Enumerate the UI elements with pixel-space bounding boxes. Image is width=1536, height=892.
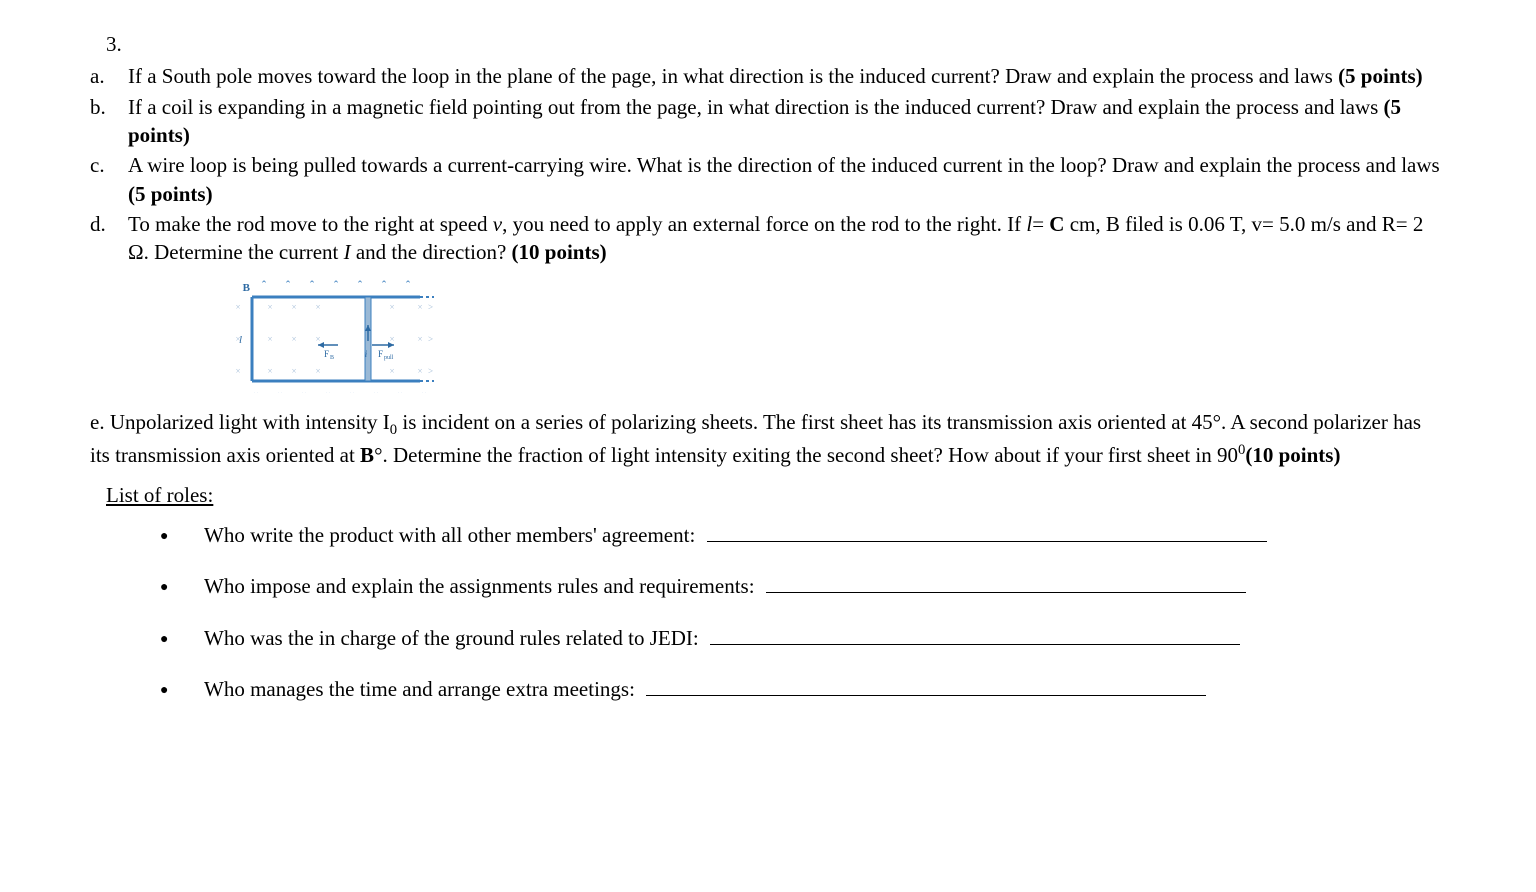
svg-text:×: × <box>389 334 394 344</box>
svg-text:⌃: ⌃ <box>404 279 412 289</box>
item-d-points: (10 points) <box>512 240 607 264</box>
roles-header-text: List of roles: <box>106 483 213 507</box>
svg-text:⌄: ⌄ <box>252 387 260 393</box>
item-b-body: If a coil is expanding in a magnetic fie… <box>128 93 1446 150</box>
role-item-0: ● Who write the product with all other m… <box>160 520 1446 549</box>
svg-text:pull: pull <box>384 355 394 361</box>
question-number: 3. <box>106 30 1446 58</box>
svg-text:⌄: ⌄ <box>324 387 332 393</box>
svg-text:×: × <box>235 302 240 312</box>
rod-rails-diagram: ⌃⌃⌃⌃⌃⌃⌃⌄⌄⌄⌄⌄⌄⌄⌄××××××××××××××××××>>>BlFB… <box>220 273 440 393</box>
svg-text:⌃: ⌃ <box>308 279 316 289</box>
blank-1 <box>766 571 1246 593</box>
role-text-2: Who was the in charge of the ground rule… <box>204 623 1240 652</box>
blank-3 <box>646 674 1206 696</box>
item-e-deg: °. Determine the fraction of light inten… <box>374 443 1238 467</box>
item-d-pre: To make the rod move to the right at spe… <box>128 212 493 236</box>
item-b: b. If a coil is expanding in a magnetic … <box>90 93 1446 150</box>
svg-text:×: × <box>315 334 320 344</box>
item-c-text: A wire loop is being pulled towards a cu… <box>128 153 1440 177</box>
item-c-body: A wire loop is being pulled towards a cu… <box>128 151 1446 208</box>
svg-text:B: B <box>330 355 334 361</box>
role-item-2: ● Who was the in charge of the ground ru… <box>160 623 1446 652</box>
svg-text:F: F <box>378 349 383 359</box>
item-a-letter: a. <box>90 62 128 90</box>
svg-text:×: × <box>389 302 394 312</box>
item-c-letter: c. <box>90 151 128 208</box>
item-d-posti: and the direction? <box>351 240 512 264</box>
svg-text:F: F <box>324 349 329 359</box>
item-e-points: (10 points) <box>1245 443 1340 467</box>
item-d-letter: d. <box>90 210 128 267</box>
item-d-eq: = <box>1032 212 1049 236</box>
svg-text:⌄: ⌄ <box>300 387 308 393</box>
svg-text:×: × <box>235 366 240 376</box>
item-a: a. If a South pole moves toward the loop… <box>90 62 1446 90</box>
item-e-B: B <box>360 443 374 467</box>
item-c: c. A wire loop is being pulled towards a… <box>90 151 1446 208</box>
svg-text:×: × <box>267 334 272 344</box>
svg-text:×: × <box>291 366 296 376</box>
roles-list: ● Who write the product with all other m… <box>160 520 1446 703</box>
svg-text:×: × <box>267 366 272 376</box>
svg-text:×: × <box>315 366 320 376</box>
bullet-icon: ● <box>160 528 204 547</box>
svg-text:×: × <box>291 334 296 344</box>
role-item-1: ● Who impose and explain the assignments… <box>160 571 1446 600</box>
role-text-1: Who impose and explain the assignments r… <box>204 571 1246 600</box>
svg-text:⌃: ⌃ <box>260 279 268 289</box>
item-b-letter: b. <box>90 93 128 150</box>
svg-text:⌄: ⌄ <box>420 387 428 393</box>
diagram-d: ⌃⌃⌃⌃⌃⌃⌃⌄⌄⌄⌄⌄⌄⌄⌄××××××××××××××××××>>>BlFB… <box>220 273 1446 400</box>
blank-0 <box>707 520 1267 542</box>
item-a-points: (5 points) <box>1338 64 1423 88</box>
page-content: 3. a. If a South pole moves toward the l… <box>0 0 1536 765</box>
role-label-1: Who impose and explain the assignments r… <box>204 574 760 598</box>
role-text-0: Who write the product with all other mem… <box>204 520 1267 549</box>
role-item-3: ● Who manages the time and arrange extra… <box>160 674 1446 703</box>
svg-text:⌃: ⌃ <box>356 279 364 289</box>
bullet-icon: ● <box>160 579 204 598</box>
item-c-points: (5 points) <box>128 182 213 206</box>
item-d-c: C <box>1049 212 1064 236</box>
svg-text:>: > <box>428 334 433 344</box>
svg-text:×: × <box>389 366 394 376</box>
svg-text:×: × <box>267 302 272 312</box>
item-d-body: To make the rod move to the right at spe… <box>128 210 1446 267</box>
item-d-mid1: , you need to apply an external force on… <box>502 212 1026 236</box>
item-a-text: If a South pole moves toward the loop in… <box>128 64 1338 88</box>
svg-text:l: l <box>239 334 242 346</box>
role-label-3: Who manages the time and arrange extra m… <box>204 677 640 701</box>
item-b-text: If a coil is expanding in a magnetic fie… <box>128 95 1384 119</box>
role-label-2: Who was the in charge of the ground rule… <box>204 626 704 650</box>
role-text-3: Who manages the time and arrange extra m… <box>204 674 1206 703</box>
svg-text:⌄: ⌄ <box>276 387 284 393</box>
role-label-0: Who write the product with all other mem… <box>204 523 701 547</box>
svg-text:⌄: ⌄ <box>348 387 356 393</box>
svg-text:×: × <box>291 302 296 312</box>
svg-text:⌃: ⌃ <box>332 279 340 289</box>
bullet-icon: ● <box>160 682 204 701</box>
svg-text:×: × <box>417 302 422 312</box>
blank-2 <box>710 623 1240 645</box>
item-d: d. To make the rod move to the right at … <box>90 210 1446 267</box>
svg-text:⌃: ⌃ <box>380 279 388 289</box>
svg-text:×: × <box>315 302 320 312</box>
svg-text:⌄: ⌄ <box>372 387 380 393</box>
item-e: e. Unpolarized light with intensity I0 i… <box>90 408 1446 469</box>
svg-text:×: × <box>417 334 422 344</box>
svg-text:>: > <box>428 302 433 312</box>
svg-text:⌄: ⌄ <box>396 387 404 393</box>
bullet-icon: ● <box>160 631 204 650</box>
svg-text:×: × <box>417 366 422 376</box>
item-d-v: v <box>493 212 502 236</box>
svg-text:⌃: ⌃ <box>284 279 292 289</box>
item-a-body: If a South pole moves toward the loop in… <box>128 62 1446 90</box>
svg-text:B: B <box>243 282 251 294</box>
roles-header: List of roles: <box>106 481 1446 509</box>
item-e-pre: e. Unpolarized light with intensity I <box>90 410 390 434</box>
item-d-i: I <box>344 240 351 264</box>
svg-text:>: > <box>428 366 433 376</box>
